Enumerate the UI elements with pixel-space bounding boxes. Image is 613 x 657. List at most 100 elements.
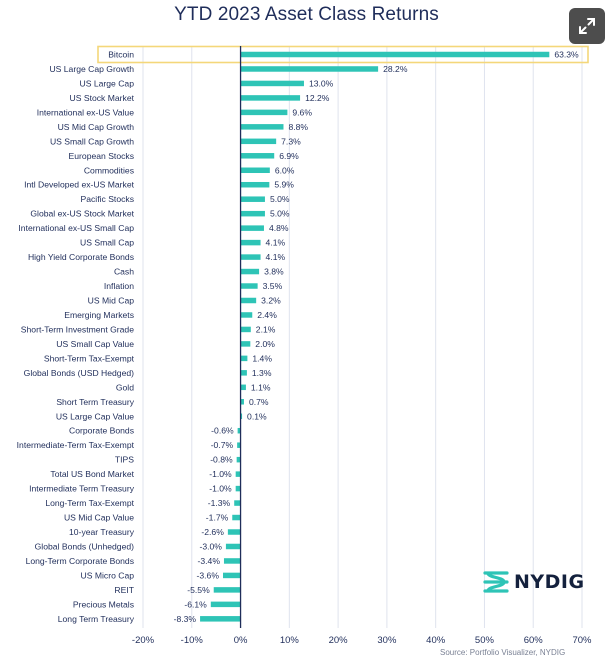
value-label: 4.1%	[266, 252, 286, 262]
value-label: 63.3%	[554, 50, 579, 60]
value-label: -5.5%	[187, 585, 210, 595]
category-label: US Small Cap Value	[56, 339, 134, 349]
category-label: Long-Term Corporate Bonds	[26, 556, 134, 566]
bar	[240, 109, 288, 116]
category-label: Long-Term Tax-Exempt	[45, 498, 134, 508]
x-tick-label: 40%	[426, 635, 446, 646]
value-label: 1.3%	[252, 368, 272, 378]
category-label: Short-Term Investment Grade	[21, 324, 134, 334]
nydig-brand: NYDIG	[482, 569, 585, 595]
value-label: -1.0%	[209, 469, 232, 479]
bar	[240, 66, 379, 72]
value-label: 5.0%	[270, 194, 290, 204]
category-label: Intermediate Term Treasury	[29, 484, 135, 494]
category-label: Corporate Bonds	[69, 426, 134, 436]
bar	[200, 616, 241, 622]
value-label: 5.9%	[274, 180, 294, 190]
category-label: Intl Developed ex-US Market	[24, 180, 134, 190]
category-label: 10-year Treasury	[69, 527, 135, 537]
bar	[240, 80, 304, 87]
bar	[240, 254, 261, 260]
nydig-logo-icon	[483, 571, 509, 593]
category-label: Global Bonds (Unhedged)	[35, 541, 135, 551]
value-label: -2.6%	[201, 527, 224, 537]
bar	[240, 167, 270, 174]
value-label: 4.8%	[269, 223, 289, 233]
bar	[240, 399, 244, 405]
category-label: Bitcoin	[108, 50, 134, 60]
value-label: 13.0%	[309, 78, 334, 88]
x-tick-label: 50%	[475, 635, 495, 646]
bar	[222, 572, 241, 579]
value-label: 0.7%	[249, 397, 269, 407]
x-tick-label: -10%	[181, 635, 204, 646]
value-label: 2.4%	[257, 310, 277, 320]
category-label: Emerging Markets	[64, 310, 134, 320]
x-tick-label: 10%	[280, 635, 300, 646]
value-label: 3.5%	[263, 281, 283, 291]
value-label: 2.1%	[256, 324, 276, 334]
category-label: International ex-US Small Cap	[18, 223, 134, 233]
value-label: -1.3%	[208, 498, 231, 508]
value-label: 28.2%	[383, 64, 408, 74]
x-tick-label: 20%	[329, 635, 349, 646]
bar	[240, 181, 270, 188]
bar	[240, 312, 253, 318]
value-label: -0.6%	[211, 426, 234, 436]
value-label: 3.8%	[264, 267, 284, 277]
category-label: Intermediate-Term Tax-Exempt	[17, 440, 135, 450]
category-label: US Large Cap	[80, 78, 135, 88]
value-label: -1.7%	[206, 513, 229, 523]
bar	[240, 326, 251, 333]
value-label: 0.1%	[247, 411, 267, 421]
chart-title: YTD 2023 Asset Class Returns	[174, 4, 439, 25]
bar	[232, 514, 241, 521]
x-tick-label: 60%	[524, 635, 544, 646]
bar	[240, 196, 265, 202]
category-label: Inflation	[104, 281, 134, 291]
bar	[240, 138, 277, 145]
bar	[235, 485, 241, 492]
brand-name: NYDIG	[514, 571, 585, 593]
value-label: -6.1%	[184, 599, 207, 609]
expand-arrows-icon	[579, 18, 595, 34]
category-label: US Mid Cap Growth	[58, 122, 135, 132]
value-label: -0.8%	[210, 455, 233, 465]
value-label: -3.6%	[197, 570, 220, 580]
value-label: 6.9%	[279, 151, 299, 161]
value-label: 5.0%	[270, 209, 290, 219]
bar	[227, 529, 241, 535]
expand-button[interactable]	[569, 8, 605, 44]
value-label: 8.8%	[288, 122, 308, 132]
category-label: Total US Bond Market	[50, 469, 134, 479]
category-label: US Micro Cap	[81, 570, 135, 580]
value-label: -3.0%	[199, 541, 222, 551]
bar	[240, 95, 301, 101]
value-label: 3.2%	[261, 295, 281, 305]
category-label: International ex-US Value	[37, 107, 135, 117]
value-label: 9.6%	[292, 107, 312, 117]
value-label: 6.0%	[275, 165, 295, 175]
category-label: Long Term Treasury	[58, 614, 135, 624]
bar	[234, 500, 241, 506]
category-label: Short Term Treasury	[56, 397, 134, 407]
category-label: European Stocks	[69, 151, 134, 161]
bar	[240, 268, 260, 275]
value-label: -8.3%	[174, 614, 197, 624]
category-label: US Small Cap Growth	[50, 136, 134, 146]
bar	[240, 225, 264, 231]
category-label: Global Bonds (USD Hedged)	[24, 368, 134, 378]
x-tick-label: -20%	[132, 635, 155, 646]
bar	[240, 239, 261, 246]
category-label: Short-Term Tax-Exempt	[44, 353, 135, 363]
category-label: REIT	[114, 585, 134, 595]
bar	[210, 601, 241, 608]
bar	[240, 283, 258, 289]
category-label: Cash	[114, 267, 134, 277]
bar	[240, 370, 247, 376]
x-tick-label: 70%	[572, 635, 592, 646]
bar	[240, 210, 265, 217]
x-tick-label: 30%	[377, 635, 397, 646]
bar	[240, 124, 284, 130]
